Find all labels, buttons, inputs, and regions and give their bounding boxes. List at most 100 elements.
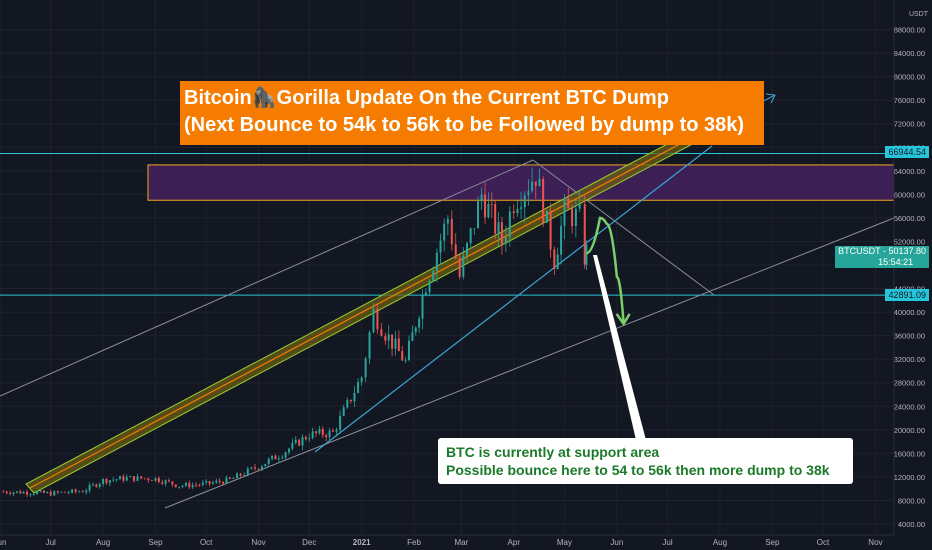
- candle-body: [407, 340, 410, 360]
- candle-body: [500, 222, 503, 244]
- level-tag-lower: 42891.09: [885, 289, 929, 301]
- x-tick-label: Nov: [868, 538, 882, 547]
- x-tick-label: Aug: [96, 538, 110, 547]
- candle-body: [22, 491, 25, 494]
- candle-body: [469, 228, 472, 244]
- candle-body: [198, 484, 201, 486]
- candle-body: [538, 178, 541, 187]
- candle-body: [246, 468, 249, 475]
- y-tick-label: 32000.00: [894, 355, 925, 364]
- x-tick-label: May: [557, 538, 572, 547]
- candle-body: [91, 484, 94, 486]
- candle-body: [380, 329, 383, 336]
- candle-body: [53, 491, 56, 496]
- candle-body: [281, 457, 284, 459]
- candle-body: [143, 478, 146, 480]
- candle-body: [304, 437, 307, 440]
- candle-body: [567, 198, 570, 209]
- candle-body: [211, 482, 214, 484]
- x-tick-label: Oct: [817, 538, 830, 547]
- candle-body: [342, 407, 345, 416]
- candle-body: [458, 258, 461, 277]
- x-tick-label: Mar: [454, 538, 468, 547]
- candle-body: [397, 338, 400, 352]
- candle-body: [112, 479, 115, 481]
- candle-body: [78, 491, 81, 493]
- current-price-value: 50137.80: [888, 246, 926, 256]
- candle-body: [95, 484, 98, 487]
- y-tick-label: 16000.00: [894, 449, 925, 458]
- candle-body: [473, 228, 476, 229]
- candle-body: [357, 382, 360, 393]
- candle-body: [480, 194, 483, 202]
- candle-body: [9, 493, 12, 494]
- projection-path: [586, 216, 625, 324]
- candle-body: [401, 351, 404, 361]
- candle-body: [29, 494, 32, 496]
- candle-body: [108, 480, 111, 484]
- candle-body: [325, 435, 328, 438]
- candle-body: [60, 491, 63, 493]
- candle-body: [560, 225, 563, 255]
- candle-body: [105, 479, 108, 484]
- candle-body: [346, 399, 349, 408]
- candle-body: [542, 178, 545, 223]
- candle-body: [115, 479, 118, 481]
- candle-body: [578, 204, 581, 209]
- candle-body: [574, 208, 577, 227]
- x-tick-label: Nov: [251, 538, 265, 547]
- candle-body: [462, 255, 465, 277]
- candle-body: [549, 210, 552, 250]
- candle-body: [308, 437, 311, 440]
- candle-body: [239, 473, 242, 476]
- candle-body: [32, 494, 35, 495]
- candle-body: [74, 489, 77, 492]
- candle-body: [466, 243, 469, 256]
- y-tick-label: 60000.00: [894, 190, 925, 199]
- candle-body: [243, 474, 246, 476]
- candle-body: [277, 458, 280, 460]
- candle-body: [516, 208, 519, 214]
- candle-body: [583, 204, 586, 265]
- candle-body: [218, 480, 221, 482]
- candle-body: [418, 318, 421, 328]
- candle-body: [520, 207, 523, 209]
- chart-title: Bitcoin🦍Gorilla Update On the Current BT…: [180, 81, 764, 145]
- y-tick-label: 64000.00: [894, 167, 925, 176]
- projection-arrowhead: [615, 313, 631, 327]
- candle-body: [287, 448, 290, 453]
- candle-body: [428, 280, 431, 293]
- candle-body: [232, 477, 235, 479]
- candle-body: [85, 490, 88, 493]
- y-tick-label: 56000.00: [894, 214, 925, 223]
- candle-body: [222, 481, 225, 484]
- y-tick-label: 84000.00: [894, 49, 925, 58]
- candle-body: [49, 491, 52, 496]
- candle-body: [424, 292, 427, 296]
- candle-body: [446, 218, 449, 224]
- candle-body: [545, 210, 548, 223]
- title-line: Bitcoin🦍Gorilla Update On the Current BT…: [184, 87, 669, 109]
- current-price-tag: BTCUSDT - 50137.80 15:54:21: [835, 246, 929, 268]
- x-tick-label: Sep: [148, 538, 163, 547]
- callout-line-1: BTC is currently at support area: [446, 444, 660, 460]
- candle-body: [376, 308, 379, 330]
- candle-body: [267, 458, 270, 464]
- candle-body: [414, 327, 417, 333]
- candle-body: [435, 252, 438, 272]
- candle-body: [271, 455, 274, 459]
- candle-body: [2, 491, 5, 493]
- candle-body: [15, 491, 18, 493]
- candle-body: [36, 491, 39, 495]
- y-tick-label: 8000.00: [898, 496, 925, 505]
- candle-body: [19, 491, 22, 494]
- support-callout: BTC is currently at support area Possibl…: [438, 438, 853, 484]
- candle-body: [208, 481, 211, 484]
- candle-body: [191, 484, 194, 488]
- candle-body: [42, 490, 45, 493]
- candle-body: [150, 480, 153, 482]
- candle-body: [321, 429, 324, 436]
- y-tick-label: 72000.00: [894, 120, 925, 129]
- candle-body: [571, 208, 574, 227]
- candle-body: [171, 481, 174, 485]
